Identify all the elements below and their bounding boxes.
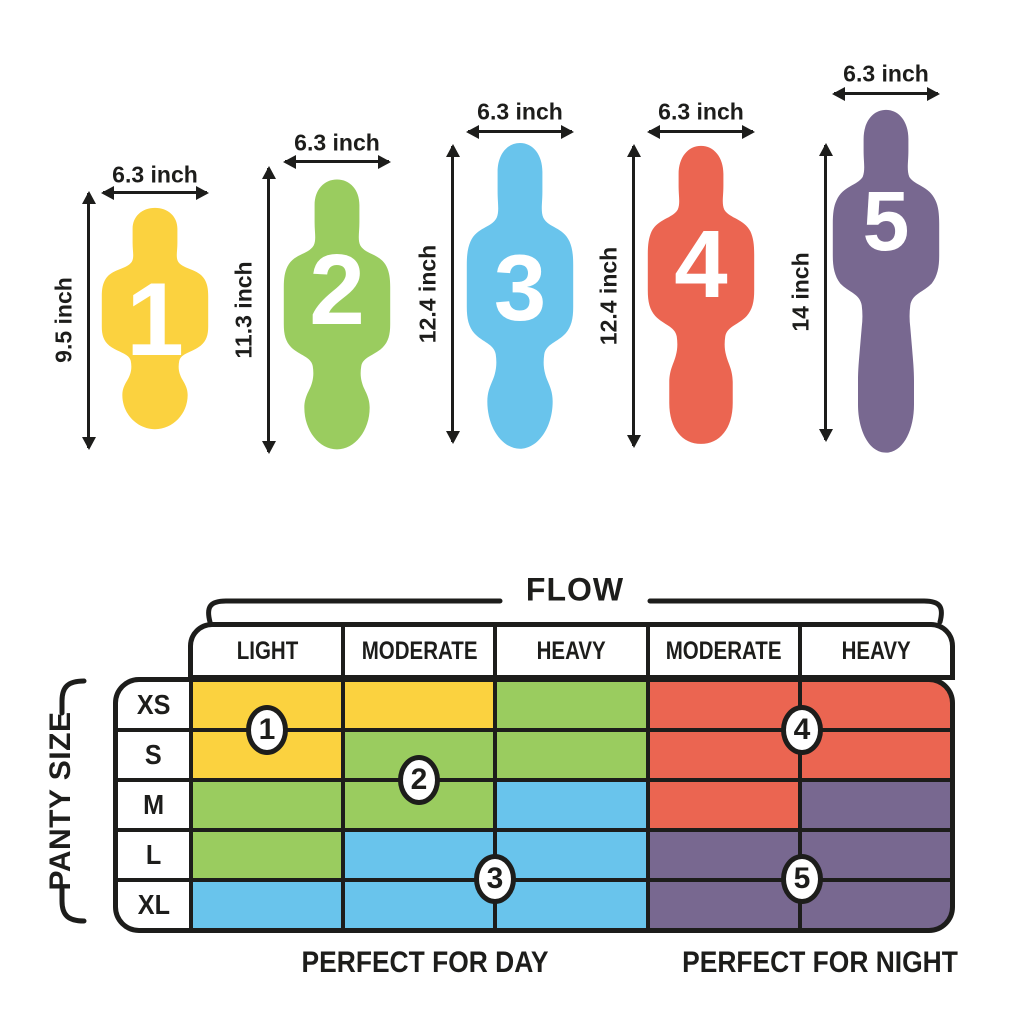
row-label-s: S: [118, 732, 189, 778]
table-cell: [649, 732, 798, 778]
flow-title: FLOW: [525, 571, 625, 608]
pad-4-silhouette: [647, 145, 755, 444]
footer-perfect-for-day: PERFECT FOR DAY: [301, 946, 549, 979]
table-cell: [649, 882, 798, 928]
table-cell: [649, 832, 798, 878]
table-cell: [497, 782, 646, 828]
pad-5-width-arrow: [834, 92, 938, 95]
panty-size-title: PANTY SIZE: [44, 711, 77, 891]
col-header-heavy-night: HEAVY: [801, 627, 950, 675]
pad-4-width-arrow: [649, 130, 753, 133]
col-header-light: LIGHT: [193, 627, 342, 675]
table-cell: [649, 682, 798, 728]
flow-bracket-right: [647, 598, 944, 625]
pad-1-length-arrow: [87, 193, 90, 448]
panty-size-bracket-top: [59, 678, 87, 716]
pad-3-width-label: 6.3 inch: [477, 98, 563, 125]
flow-table-header: LIGHT MODERATE HEAVY MODERATE HEAVY: [188, 622, 955, 680]
marker-1: 1: [246, 705, 288, 755]
row-label-xl: XL: [118, 882, 189, 928]
pad-5-number: 5: [862, 174, 910, 268]
pad-5-width-label: 6.3 inch: [843, 60, 929, 87]
marker-2: 2: [398, 755, 440, 805]
row-label-xs: XS: [118, 682, 189, 728]
table-cell: [649, 782, 798, 828]
pad-2-silhouette: [283, 179, 391, 450]
pad-1-width-arrow: [103, 191, 207, 194]
table-cell: [497, 882, 646, 928]
footer-perfect-for-night: PERFECT FOR NIGHT: [682, 946, 958, 979]
pad-4-shape: 4: [645, 142, 757, 449]
table-cell: [801, 782, 950, 828]
marker-5: 5: [781, 854, 823, 904]
panty-size-bracket-bottom: [59, 886, 87, 924]
marker-3: 3: [474, 854, 516, 904]
table-cell: [345, 682, 494, 728]
table-cell: [193, 882, 342, 928]
pad-5-length-arrow: [824, 145, 827, 440]
table-cell: [497, 682, 646, 728]
flow-table-body: XS S M L XL: [113, 677, 955, 933]
pad-1-length-label: 9.5 inch: [50, 277, 77, 363]
pad-3-shape: 3: [464, 139, 576, 454]
col-header-moderate-night: MODERATE: [649, 627, 798, 675]
table-cell: [801, 682, 950, 728]
pad-3-number: 3: [493, 235, 547, 340]
table-cell: [345, 832, 494, 878]
col-header-moderate-day: MODERATE: [345, 627, 494, 675]
table-cell: [193, 832, 342, 878]
pad-4-width-label: 6.3 inch: [658, 98, 744, 125]
pad-4-length-label: 12.4 inch: [595, 246, 622, 346]
pad-1-shape: 1: [99, 205, 211, 433]
table-cell: [497, 832, 646, 878]
pad-3-length-arrow: [451, 146, 454, 442]
pad-2-shape: 2: [281, 176, 393, 454]
row-label-l: L: [118, 832, 189, 878]
pad-5-length-label: 14 inch: [787, 252, 814, 332]
flow-bracket-left: [206, 598, 503, 625]
pad-1-silhouette: [101, 207, 209, 430]
pad-3-silhouette: [466, 142, 574, 449]
pad-5-silhouette: [832, 109, 940, 453]
pad-2-number: 2: [309, 234, 365, 346]
table-cell: [801, 732, 950, 778]
table-cell: [801, 832, 950, 878]
table-cell: [193, 782, 342, 828]
pad-3-width-arrow: [468, 130, 572, 133]
table-cell: [801, 882, 950, 928]
marker-4: 4: [781, 705, 823, 755]
table-cell: [497, 732, 646, 778]
pad-2-length-arrow: [267, 168, 270, 452]
pad-1-width-label: 6.3 inch: [112, 161, 198, 188]
pad-4-length-arrow: [632, 146, 635, 446]
pad-2-width-label: 6.3 inch: [294, 129, 380, 156]
pad-3-length-label: 12.4 inch: [414, 244, 441, 344]
pad-4-number: 4: [674, 211, 728, 318]
pad-1-number: 1: [126, 262, 184, 378]
table-cell: [345, 882, 494, 928]
pad-2-width-arrow: [285, 160, 389, 163]
pad-5-shape: 5: [830, 107, 942, 457]
row-label-m: M: [118, 782, 189, 828]
col-header-heavy-day: HEAVY: [497, 627, 646, 675]
pad-2-length-label: 11.3 inch: [230, 261, 257, 359]
